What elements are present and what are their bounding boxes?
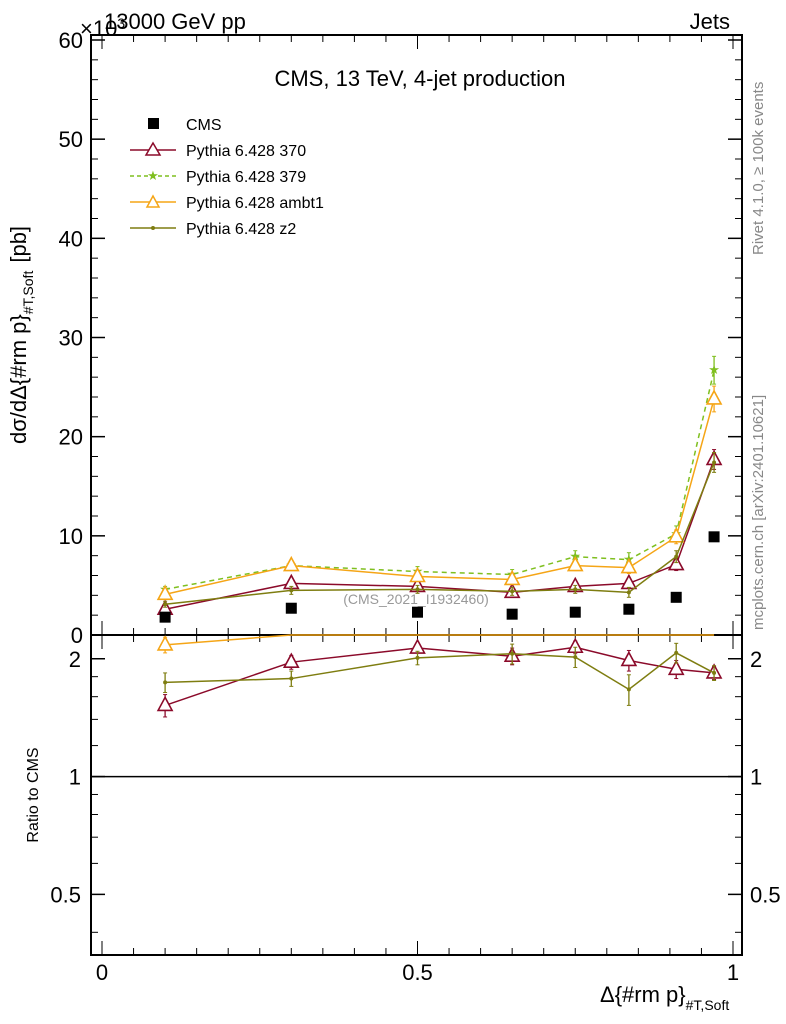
y-tick-label: 0: [71, 623, 83, 648]
axis-ticks: 0 10 20 30 40 50 60 0 0.5 1 0.5 0.5 1 1 2 2: [50, 28, 780, 985]
main-series-pythia-6-428-ambt1: [156, 385, 723, 601]
legend-entry-cms: CMS: [148, 117, 222, 134]
main-data-point: [712, 460, 717, 465]
rivet-label: Rivet 4.1.0, ≥ 100k events: [750, 82, 767, 255]
ratio-data-point: [674, 650, 679, 655]
y-tick-label: 40: [59, 226, 83, 251]
ratio-y-tick-label-right: 2: [750, 647, 762, 672]
legend-entry-379: ★ Pythia 6.428 379: [130, 168, 306, 186]
ratio-y-axis-label: Ratio to CMS: [25, 747, 42, 842]
x-axis-label: Δ{#rm p}#T,Soft: [600, 982, 729, 1013]
main-data-point: [412, 606, 423, 618]
main-series-cms: [159, 531, 720, 623]
ratio-data-point: [156, 695, 174, 712]
legend-entry-z2: Pythia 6.428 z2: [130, 221, 296, 238]
y-tick-label: 60: [59, 28, 83, 53]
main-data-point: [620, 557, 638, 574]
legend-entry-370: Pythia 6.428 370: [130, 141, 306, 160]
ratio-data-point: [620, 650, 638, 667]
chart-title: CMS, 13 TeV, 4-jet production: [274, 66, 565, 91]
svg-text:CMS: CMS: [186, 117, 222, 134]
y-tick-label: 30: [59, 326, 83, 351]
x-tick-label: 0: [96, 960, 108, 985]
ratio-data-point: [282, 652, 300, 668]
exponent-label: ×103: [80, 15, 125, 41]
main-series-pythia-6-428-379: ★★★★★★★★: [159, 355, 720, 596]
svg-text:Pythia 6.428 ambt1: Pythia 6.428 ambt1: [186, 195, 324, 212]
y-tick-label: 10: [59, 524, 83, 549]
main-data-point: [503, 569, 521, 586]
y-tick-label: 50: [59, 127, 83, 152]
main-series-pythia-6-428-z2: [163, 452, 717, 608]
ratio-series-line: [165, 652, 715, 691]
main-data-point: [667, 527, 685, 543]
main-data-point: [566, 555, 584, 572]
ratio-y-tick-label: 0.5: [50, 882, 81, 907]
main-data-point: [156, 584, 174, 601]
main-data-point: ★: [708, 362, 720, 377]
main-data-point: [569, 606, 581, 618]
ratio-series-line: [164, 646, 715, 707]
ratio-data-point: [667, 659, 685, 676]
svg-text:Pythia 6.428 370: Pythia 6.428 370: [186, 143, 306, 160]
svg-text:Pythia 6.428 z2: Pythia 6.428 z2: [186, 221, 296, 238]
svg-text:Rivet 4.1.0, ≥ 100k events: Rivet 4.1.0, ≥ 100k events: [750, 82, 767, 255]
main-data-point: [573, 587, 578, 592]
watermark: (CMS_2021_I1932460): [343, 591, 489, 607]
main-series-line: [164, 370, 715, 591]
svg-text:Ratio to CMS: Ratio to CMS: [25, 747, 42, 842]
ratio-data-point: [156, 635, 174, 651]
ratio-series-pythia-6-428-370: [156, 637, 723, 718]
ratio-data-point: [712, 670, 717, 675]
header-right-label: Jets: [690, 9, 730, 34]
x-tick-label: 0.5: [402, 960, 433, 985]
main-data-point: [708, 531, 720, 543]
ratio-series-group: [156, 634, 723, 718]
main-data-point: [674, 554, 679, 559]
main-series-group: ★★★★★★★★: [156, 355, 723, 623]
ratio-series-pythia-6-428-ambt1: [156, 634, 715, 654]
legend-entry-ambt1: Pythia 6.428 ambt1: [130, 194, 324, 212]
main-data-point: [163, 602, 168, 607]
ratio-y-tick-label: 2: [69, 647, 81, 672]
ratio-series-pythia-6-428-z2: [163, 642, 717, 706]
main-data-point: [409, 566, 426, 583]
main-data-point: [282, 555, 300, 572]
svg-text:Pythia 6.428 379: Pythia 6.428 379: [186, 169, 306, 186]
ratio-data-point: [573, 655, 578, 660]
main-data-point: [623, 603, 635, 615]
mcplots-label: mcplots.cern.ch [arXiv:2401.10621]: [750, 395, 767, 630]
main-data-point: [626, 590, 631, 595]
header-left-label: 13000 GeV pp: [104, 9, 246, 34]
y-axis-label: dσ/dΔ{#rm p}#T,Soft[pb]: [6, 226, 36, 444]
svg-text:mcplots.cern.ch [arXiv:2401.10: mcplots.cern.ch [arXiv:2401.10621]: [750, 395, 767, 630]
main-series-line: [164, 459, 715, 610]
main-data-point: [159, 611, 171, 623]
ratio-data-point: [163, 680, 168, 685]
ratio-data-point: [415, 655, 420, 660]
main-data-point: [510, 589, 515, 594]
main-data-point: [285, 602, 297, 614]
main-data-point: [415, 587, 420, 592]
y-tick-label: 20: [59, 425, 83, 450]
ratio-y-tick-label-right: 0.5: [750, 882, 781, 907]
main-data-point: [705, 389, 723, 405]
ratio-data-point: [289, 676, 294, 681]
svg-text:★: ★: [147, 168, 159, 183]
legend: CMS Pythia 6.428 370 ★ Pythia 6.428 379 …: [130, 117, 324, 238]
ratio-y-tick-label: 1: [69, 765, 81, 790]
ratio-series-line: [165, 634, 715, 646]
ratio-y-tick-label-right: 1: [750, 765, 762, 790]
x-tick-label: 1: [727, 960, 739, 985]
main-data-point: [289, 588, 294, 593]
main-series-line: [165, 462, 715, 606]
main-data-point: [670, 591, 682, 603]
ratio-data-point: [626, 687, 631, 692]
main-data-point: [506, 608, 518, 620]
svg-text:dσ/dΔ{#rm p}#T,Soft[pb]: dσ/dΔ{#rm p}#T,Soft[pb]: [6, 226, 36, 444]
ratio-plot-frame: [90, 634, 743, 956]
ratio-data-point: [510, 651, 515, 656]
